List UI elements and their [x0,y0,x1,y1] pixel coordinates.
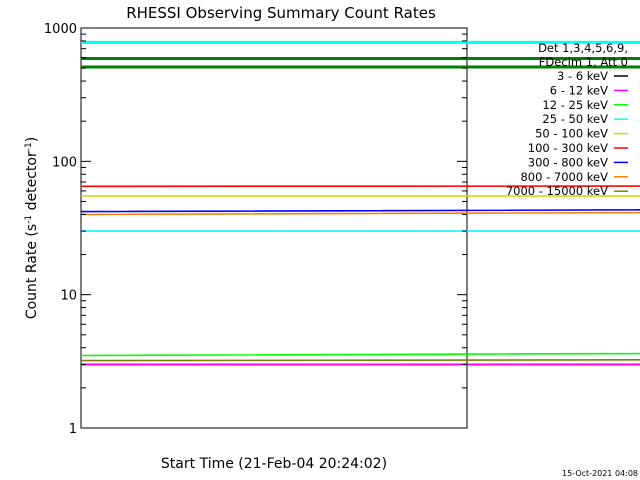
footer-date: 15-Oct-2021 04:08 [562,469,638,478]
series-line-3 [81,230,640,232]
series-line-2 [80,352,640,357]
legend-label-5: 100 - 300 keV [528,141,608,155]
y-tick-label: 1 [69,422,77,437]
y-axis-label-sup2: -1 [24,142,34,151]
legend-label-4: 50 - 100 keV [535,127,608,141]
y-axis-label: Count Rate (s-1 detector-1) [24,137,40,319]
svg-text:Count Rate (s-1 detector-1): Count Rate (s-1 detector-1) [24,137,40,319]
legend-label-3: 25 - 50 keV [542,112,608,126]
y-tick-label: 1000 [44,22,77,37]
legend-label-1: 6 - 12 keV [550,83,608,97]
series-line-8 [80,359,640,362]
plot-frame [80,27,468,429]
y-axis-label-end: ) [24,137,40,142]
axes: 20:3020:4521:0021:1521:3021:4522:0011010… [44,22,467,437]
legend-label-0: 3 - 6 keV [557,69,608,83]
x-axis-label: Start Time (21-Feb-04 20:24:02) [161,456,387,472]
y-tick-label: 10 [60,289,77,304]
legend: Det 1,3,4,5,6,9,FDecim 1, Att 03 - 6 keV… [506,41,628,198]
series-line-4 [81,195,640,197]
y-tick-label: 100 [52,155,77,170]
y-axis-label-mid: detector [24,151,40,215]
chart-title: RHESSI Observing Summary Count Rates [126,4,436,22]
legend-header: Det 1,3,4,5,6,9, [538,41,628,55]
legend-label-7: 800 - 7000 keV [520,170,608,184]
legend-header: FDecim 1, Att 0 [539,55,628,69]
legend-label-8: 7000 - 15000 keV [506,184,608,198]
legend-label-6: 300 - 800 keV [528,155,608,169]
y-axis-label-sup1: -1 [24,215,34,224]
legend-label-2: 12 - 25 keV [542,98,608,112]
y-axis-label-main: Count Rate (s [24,224,40,319]
